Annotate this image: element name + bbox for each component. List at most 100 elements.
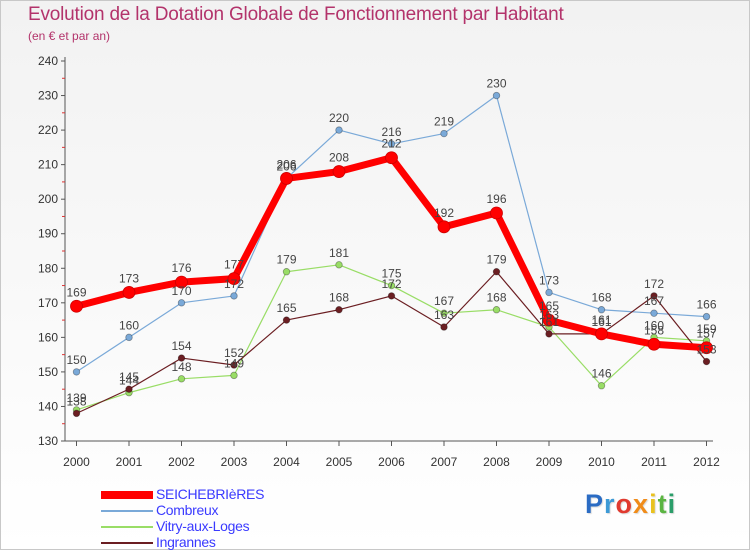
y-tick-label: 170 — [38, 296, 58, 310]
logo-letter: P — [585, 489, 605, 519]
data-point — [702, 312, 711, 321]
x-tick-label: 2003 — [221, 455, 248, 469]
logo-letter: i — [667, 489, 677, 519]
proxiti-logo: Proxiti — [585, 489, 676, 520]
data-label: 163 — [539, 308, 559, 322]
y-tick-label: 210 — [38, 158, 58, 172]
data-label: 153 — [696, 343, 716, 357]
legend-label-ingrannes: Ingrannes — [156, 534, 216, 550]
data-point — [125, 333, 133, 342]
data-label: 206 — [276, 157, 296, 171]
data-label: 176 — [171, 261, 191, 275]
data-point — [700, 341, 713, 355]
data-point — [72, 409, 81, 418]
data-label: 170 — [171, 284, 191, 298]
data-point — [125, 385, 133, 393]
data-point — [597, 306, 606, 314]
data-label: 168 — [486, 291, 506, 305]
legend-swatch-seichebrieres — [101, 491, 153, 499]
series-combreux — [72, 91, 711, 376]
chart-subtitle: (en € et par an) — [28, 29, 111, 43]
x-tick-label: 2012 — [693, 455, 720, 469]
data-label: 158 — [644, 323, 664, 337]
data-point — [177, 354, 186, 362]
y-tick-label: 190 — [38, 227, 58, 241]
logo-letter: o — [615, 489, 634, 519]
data-point — [230, 371, 238, 380]
y-tick-label: 140 — [38, 399, 58, 413]
logo-letter: i — [649, 489, 658, 519]
data-label: 161 — [539, 315, 559, 329]
series-line-seichebri-res — [73, 154, 710, 352]
series-ingrannes — [72, 268, 711, 418]
legend-item-combreux: Combreux — [101, 502, 361, 519]
x-tick-label: 2009 — [536, 455, 563, 469]
data-label: 172 — [224, 277, 244, 291]
data-label: 173 — [539, 273, 559, 287]
data-point — [227, 272, 241, 286]
data-point — [230, 292, 238, 300]
legend-label-seichebrieres: SEICHEBRIèRES — [156, 486, 265, 502]
y-tick-label: 150 — [38, 365, 58, 379]
data-point — [282, 268, 291, 276]
data-label: 154 — [171, 339, 191, 353]
data-point — [387, 292, 396, 300]
legend-item-vitry-aux-loges: Vitry-aux-Loges — [101, 518, 361, 535]
data-point — [440, 323, 448, 331]
chart-plot: 130 140 150 160 170 180 190 200 210 220 230 240 2000… — [38, 54, 720, 469]
data-label: 168 — [329, 291, 349, 305]
data-point — [230, 361, 238, 369]
data-label: 163 — [434, 308, 454, 322]
y-tick-label: 180 — [38, 261, 58, 275]
legend-swatch-ingrannes — [101, 542, 153, 544]
legend-item-ingrannes: Ingrannes — [101, 534, 361, 551]
legend-swatch-vitry-aux-loges — [101, 526, 153, 528]
data-point — [490, 206, 503, 220]
data-label: 220 — [329, 111, 349, 125]
data-point — [595, 327, 608, 341]
data-label: 181 — [329, 246, 349, 260]
x-tick-label: 2007 — [431, 455, 458, 469]
data-point — [702, 357, 711, 366]
data-point — [545, 330, 553, 338]
x-tick-label: 2002 — [168, 455, 195, 469]
data-label: 148 — [171, 360, 191, 374]
data-label: 166 — [696, 298, 716, 312]
data-point — [650, 309, 658, 317]
data-point — [72, 368, 81, 376]
data-label: 172 — [381, 277, 401, 291]
data-point — [177, 375, 186, 383]
data-label: 173 — [119, 271, 139, 285]
legend-label-vitry-aux-loges: Vitry-aux-Loges — [156, 518, 250, 534]
logo-letter: t — [657, 489, 668, 519]
labels-vitry-aux-loges: 139 144 148 149 179 181 175 167 168 163 146 160 159 — [66, 246, 716, 405]
data-point — [335, 126, 343, 134]
data-label: 157 — [696, 327, 716, 341]
data-point — [545, 288, 553, 297]
data-label: 177 — [224, 258, 244, 272]
data-label: 161 — [591, 315, 611, 329]
data-label: 161 — [591, 313, 611, 327]
data-point — [440, 129, 448, 138]
data-label: 165 — [539, 299, 559, 313]
data-point — [335, 306, 343, 314]
data-point — [647, 337, 661, 351]
data-point — [122, 286, 136, 299]
legend-swatch-combreux — [101, 510, 153, 512]
data-label: 216 — [381, 125, 401, 139]
data-label: 196 — [486, 192, 506, 206]
y-tick-label: 230 — [38, 89, 58, 103]
data-label: 219 — [434, 115, 454, 129]
data-point — [492, 91, 501, 100]
y-tick-label: 200 — [38, 192, 58, 206]
data-point — [282, 316, 291, 324]
y-tick-label: 160 — [38, 330, 58, 344]
x-tick-label: 2000 — [63, 455, 90, 469]
data-label: 145 — [119, 370, 139, 384]
y-tick-label: 130 — [38, 434, 58, 448]
data-label: 160 — [119, 318, 139, 332]
data-label: 144 — [119, 374, 139, 388]
legend-item-seichebrieres: SEICHEBRIèRES — [101, 486, 361, 503]
data-label: 150 — [66, 353, 86, 367]
data-label: 192 — [434, 206, 454, 220]
